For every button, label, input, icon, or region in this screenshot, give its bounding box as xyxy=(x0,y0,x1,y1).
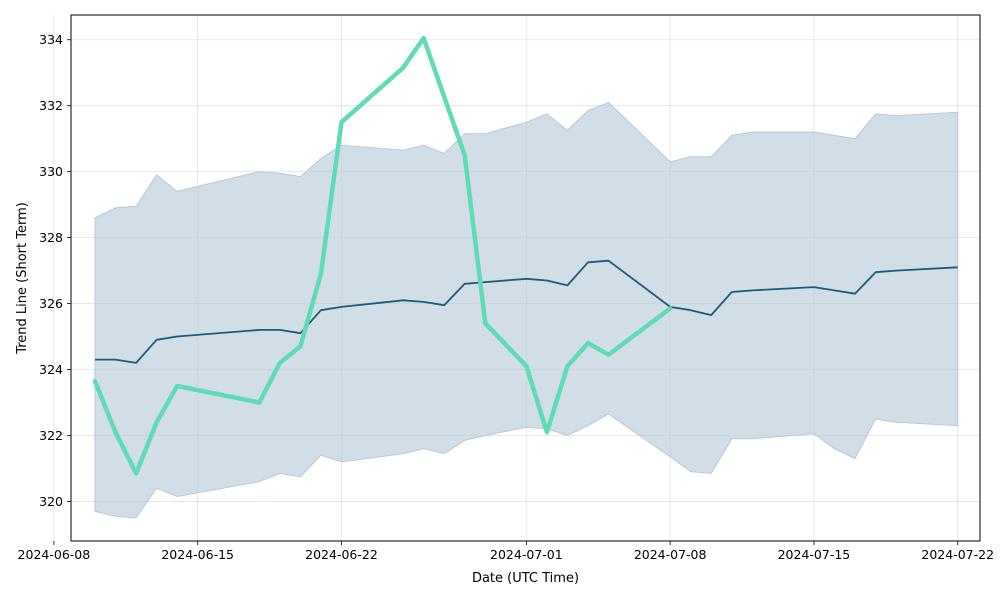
confidence-band xyxy=(94,101,959,519)
x-tick-label: 2024-07-01 xyxy=(490,547,563,562)
y-tick-label: 324 xyxy=(39,362,63,377)
y-tick-label: 326 xyxy=(39,296,63,311)
y-axis-label: Trend Line (Short Term) xyxy=(15,202,30,355)
confidence-band-layer xyxy=(94,101,959,519)
y-tick-label: 332 xyxy=(39,98,63,113)
trend-line xyxy=(95,259,958,364)
y-tick-label: 330 xyxy=(39,164,63,179)
actual-line xyxy=(92,35,673,476)
y-tick-label: 328 xyxy=(39,230,63,245)
x-tick-label: 2024-06-08 xyxy=(18,547,91,562)
y-tick-label: 322 xyxy=(39,428,63,443)
x-tick-label: 2024-07-08 xyxy=(634,547,707,562)
x-tick-label: 2024-07-22 xyxy=(921,547,994,562)
y-tick-label: 320 xyxy=(39,494,63,509)
x-axis-label: Date (UTC Time) xyxy=(472,571,579,586)
y-tick-label: 334 xyxy=(39,32,63,47)
actual-line-layer xyxy=(92,35,673,476)
trend-line-layer xyxy=(95,259,958,364)
x-axis-ticks: 2024-06-08 2024-06-15 2024-06-22 2024-07-01… xyxy=(18,541,994,562)
y-axis-ticks: 320 322 324 326 328 330 332 334 xyxy=(39,32,71,509)
x-tick-label: 2024-06-15 xyxy=(161,547,234,562)
plot-frame xyxy=(70,14,981,542)
x-tick-label: 2024-06-22 xyxy=(305,547,378,562)
x-tick-label: 2024-07-15 xyxy=(778,547,851,562)
